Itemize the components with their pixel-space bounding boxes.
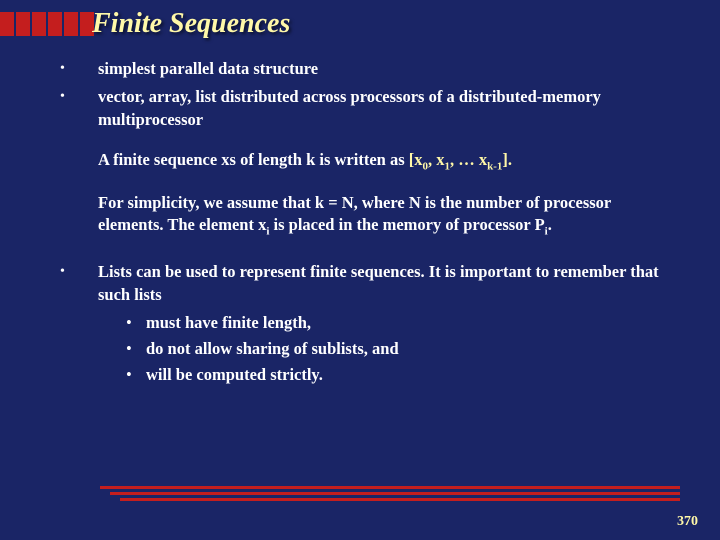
bullet-item: • vector, array, list distributed across… (60, 86, 678, 131)
bullet-text: simplest parallel data structure (98, 59, 318, 78)
nested-text: must have finite length, (146, 313, 311, 332)
bullet-marker: • (60, 58, 98, 80)
bullet-text-lists: Lists can be used to represent finite se… (98, 261, 678, 390)
nested-bullet-marker: • (126, 364, 146, 386)
nested-text: will be computed strictly. (146, 365, 323, 384)
nested-bullet-marker: • (126, 312, 146, 334)
bullet-marker: • (60, 261, 98, 390)
nested-text: do not allow sharing of sublists, and (146, 339, 399, 358)
sequence-notation: [x0, x1, … xk-1]. (409, 150, 512, 169)
header-red-blocks (0, 12, 96, 36)
paragraph-sequence-notation: A finite sequence xs of length k is writ… (98, 149, 678, 174)
bullet-item: • simplest parallel data structure (60, 58, 678, 80)
nested-list: • must have finite length, • do not allo… (126, 312, 678, 387)
nested-item: • must have finite length, (126, 312, 678, 334)
paragraph-assumption: For simplicity, we assume that k = N, wh… (98, 192, 678, 239)
para-text: A finite sequence xs of length k is writ… (98, 150, 409, 169)
footer-red-lines (100, 486, 680, 504)
bullet-text: vector, array, list distributed across p… (98, 87, 601, 128)
nested-bullet-marker: • (126, 338, 146, 360)
nested-item: • do not allow sharing of sublists, and (126, 338, 678, 360)
bullet-item: • Lists can be used to represent finite … (60, 261, 678, 390)
page-number: 370 (677, 514, 698, 530)
bullet-marker: • (60, 86, 98, 131)
slide-title: Finite Sequences (92, 8, 290, 40)
slide-content: • simplest parallel data structure • vec… (60, 58, 678, 397)
nested-item: • will be computed strictly. (126, 364, 678, 386)
